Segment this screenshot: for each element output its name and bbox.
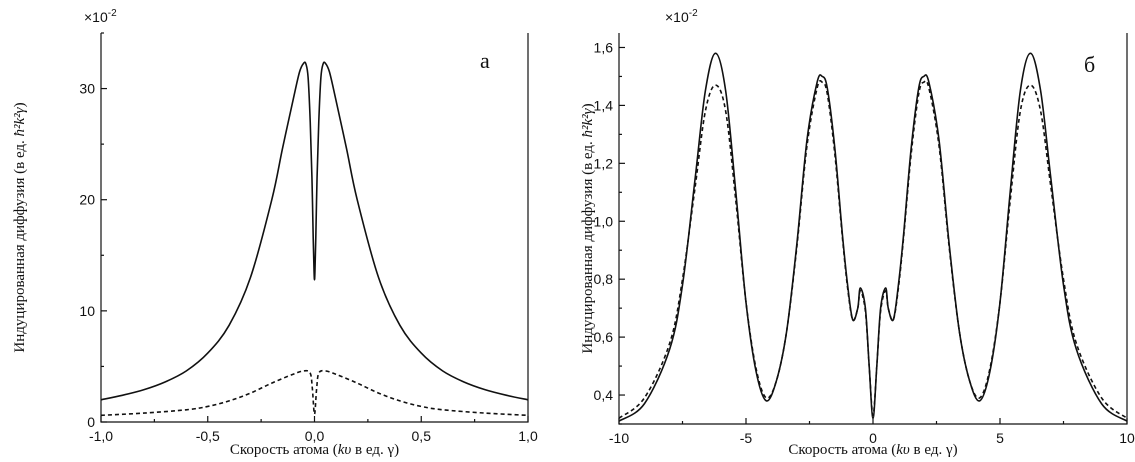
- y-tick-label: 0,4: [594, 387, 614, 403]
- series-line-dashed: [618, 79, 1128, 419]
- y-tick-label: 0: [87, 414, 95, 430]
- series-line-solid: [618, 52, 1128, 422]
- x-axis-label: Скорость атома (kυ в ед. γ): [230, 442, 399, 458]
- x-tick-label: 0: [869, 430, 877, 446]
- x-tick-label: 0,5: [412, 428, 432, 444]
- series-line-dashed: [100, 369, 529, 417]
- y-tick-label: 30: [79, 81, 95, 97]
- y-scale-multiplier: ×10-2: [665, 8, 698, 25]
- x-tick-label: 10: [1119, 430, 1135, 446]
- x-tick-label: 1,0: [518, 428, 538, 444]
- x-tick-label: -0,5: [196, 428, 220, 444]
- x-axis-label: Скорость атома (kυ в ед. γ): [788, 442, 957, 458]
- axes-frame: [618, 33, 1128, 425]
- x-tick-label: 0,0: [305, 428, 325, 444]
- x-tick-label: -1,0: [89, 428, 113, 444]
- y-tick-label: 1,0: [594, 213, 614, 229]
- y-axis-label: Индуцированная диффузия (в ед. ħ²k²γ): [580, 103, 596, 353]
- y-tick-label: 0,6: [594, 329, 614, 345]
- y-scale-multiplier: ×10-2: [84, 8, 117, 25]
- panel-letter: а: [480, 48, 490, 73]
- y-tick-label: 10: [79, 303, 95, 319]
- y-tick-label: 1,2: [594, 155, 614, 171]
- y-axis-label: Индуцированная диффузия (в ед. ħ²k²γ): [12, 102, 28, 352]
- x-tick-label: -10: [609, 430, 629, 446]
- x-tick-label: -5: [740, 430, 753, 446]
- panel-letter: б: [1084, 52, 1095, 77]
- axes-frame: [100, 33, 529, 423]
- y-tick-label: 0,8: [594, 271, 614, 287]
- x-tick-label: 5: [996, 430, 1004, 446]
- series-line-solid: [100, 61, 529, 401]
- y-tick-label: 1,4: [594, 97, 614, 113]
- y-tick-label: 20: [79, 192, 95, 208]
- chart-panel-2: -10 -5 0 5 10 0,4 0,6 0,8 1,0 1,2 1,4 1,6 ×10-2 б Скор…: [580, 8, 1135, 458]
- chart-panel-1: -1,0 -0,5 0,0 0,5 1,0 0 10 20 30 ×10-2 а Скорость а…: [12, 8, 538, 458]
- y-tick-label: 1,6: [594, 39, 614, 55]
